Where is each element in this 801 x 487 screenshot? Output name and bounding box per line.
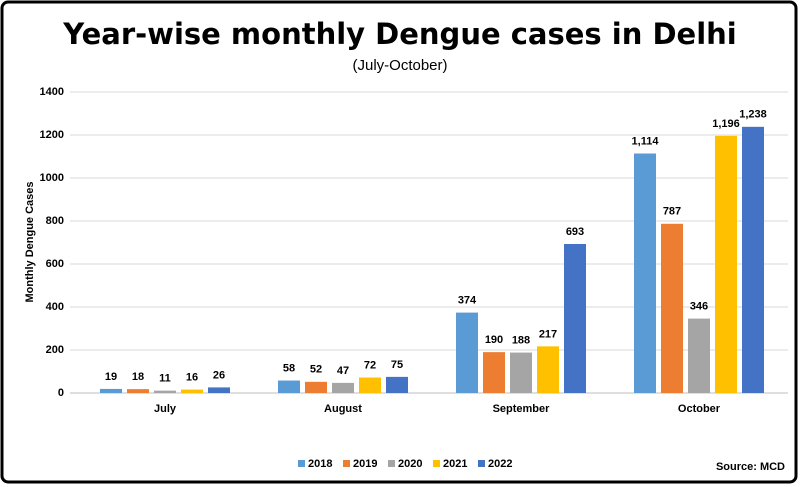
legend-swatch: [343, 460, 350, 467]
bar: [154, 390, 176, 393]
bar: [359, 377, 381, 393]
bar: [386, 376, 408, 393]
bar: [483, 352, 505, 393]
bar: [634, 153, 656, 393]
data-label: 217: [539, 328, 557, 340]
y-tick-label: 0: [58, 387, 64, 399]
x-tick-label: September: [493, 403, 551, 415]
bar: [278, 380, 300, 393]
data-label: 374: [458, 294, 477, 306]
legend-swatch: [298, 460, 305, 467]
legend-label: 2019: [353, 458, 377, 470]
data-label: 693: [566, 226, 584, 238]
data-label: 1,196: [712, 118, 740, 130]
y-tick-label: 200: [46, 344, 64, 356]
bar: [661, 223, 683, 393]
bar: [100, 388, 122, 393]
bar: [456, 312, 478, 393]
data-label: 19: [105, 371, 117, 383]
bar: [208, 387, 230, 393]
bar: [181, 389, 203, 393]
x-tick-label: July: [154, 403, 177, 415]
legend-label: 2021: [443, 458, 467, 470]
y-axis-label: Monthly Dengue Cases: [24, 181, 36, 302]
data-label: 11: [159, 373, 171, 385]
chart-subtitle: (July-October): [352, 57, 447, 74]
data-label: 26: [213, 369, 225, 381]
data-label: 1,114: [632, 135, 660, 147]
data-label: 188: [512, 334, 530, 346]
data-label: 47: [337, 365, 349, 377]
bar: [510, 352, 532, 393]
data-label: 52: [310, 364, 322, 376]
source-note: Source: MCD: [716, 461, 785, 473]
bar: [537, 346, 559, 393]
y-tick-label: 600: [46, 258, 64, 270]
bar: [127, 389, 149, 393]
x-tick-label: October: [678, 403, 721, 415]
data-label: 190: [485, 334, 503, 346]
bar: [742, 126, 764, 393]
x-tick-label: August: [324, 403, 362, 415]
data-label: 75: [391, 359, 403, 371]
data-label: 18: [132, 371, 144, 383]
y-tick-label: 1000: [40, 172, 64, 184]
data-label: 346: [690, 301, 708, 313]
legend-label: 2018: [308, 458, 332, 470]
bar: [688, 318, 710, 393]
y-tick-label: 1400: [40, 86, 64, 98]
data-label: 1,238: [739, 109, 767, 121]
legend-label: 2020: [398, 458, 422, 470]
data-label: 72: [364, 359, 376, 371]
chart-title: Year-wise monthly Dengue cases in Delhi: [62, 17, 736, 51]
bar: [305, 381, 327, 393]
legend-swatch: [478, 460, 485, 467]
y-tick-label: 400: [46, 301, 64, 313]
y-tick-label: 1200: [40, 129, 64, 141]
legend-swatch: [388, 460, 395, 467]
bar: [715, 135, 737, 394]
data-label: 787: [663, 206, 681, 218]
data-label: 16: [186, 371, 198, 383]
data-label: 58: [283, 362, 295, 374]
bar: [332, 382, 354, 393]
y-tick-label: 800: [46, 215, 64, 227]
bar: [564, 244, 586, 393]
legend-swatch: [433, 460, 440, 467]
legend-label: 2022: [488, 458, 512, 470]
